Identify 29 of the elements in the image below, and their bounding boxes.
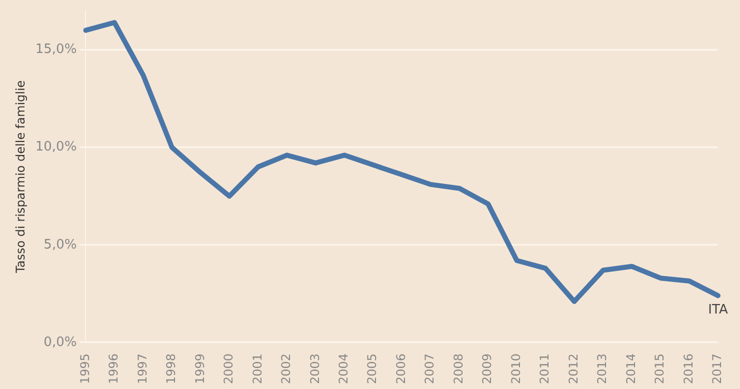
x-tick-label: 1997	[135, 353, 150, 384]
x-tick-label: 2001	[250, 353, 264, 384]
series-label: ITA	[708, 302, 728, 318]
x-tick-label: 2013	[595, 353, 610, 384]
x-tick-label: 2015	[652, 353, 667, 384]
x-tick-label: 1996	[106, 353, 121, 384]
x-tick-label: 2005	[365, 353, 380, 384]
x-tick-label: 2009	[480, 353, 494, 384]
x-tick-label: 1999	[192, 353, 207, 384]
x-tick-label: 2014	[624, 353, 638, 384]
x-tick-label: 2002	[279, 353, 294, 384]
x-tick-label: 2010	[508, 353, 523, 384]
x-tick-label: 2011	[538, 353, 552, 384]
y-tick-label: 5,0%	[44, 237, 77, 252]
y-tick-label: 0,0%	[44, 334, 77, 350]
y-axis-title: Tasso di risparmio delle famiglie	[13, 80, 28, 274]
x-tick-label: 1998	[164, 353, 178, 384]
x-tick-label: 2003	[308, 353, 322, 384]
x-tick-label: 2017	[710, 353, 724, 384]
x-tick-label: 2006	[394, 353, 408, 384]
x-tick-label: 2008	[451, 353, 466, 384]
x-tick-label: 2007	[422, 353, 437, 384]
x-tick-label: 2000	[222, 353, 236, 384]
x-tick-label: 2012	[566, 353, 580, 384]
y-tick-label: 15,0%	[35, 42, 77, 58]
x-tick-label: 1995	[78, 353, 92, 384]
x-tick-label: 2016	[681, 353, 696, 384]
x-tick-label: 2004	[336, 353, 350, 384]
y-tick-label: 10,0%	[35, 140, 77, 155]
